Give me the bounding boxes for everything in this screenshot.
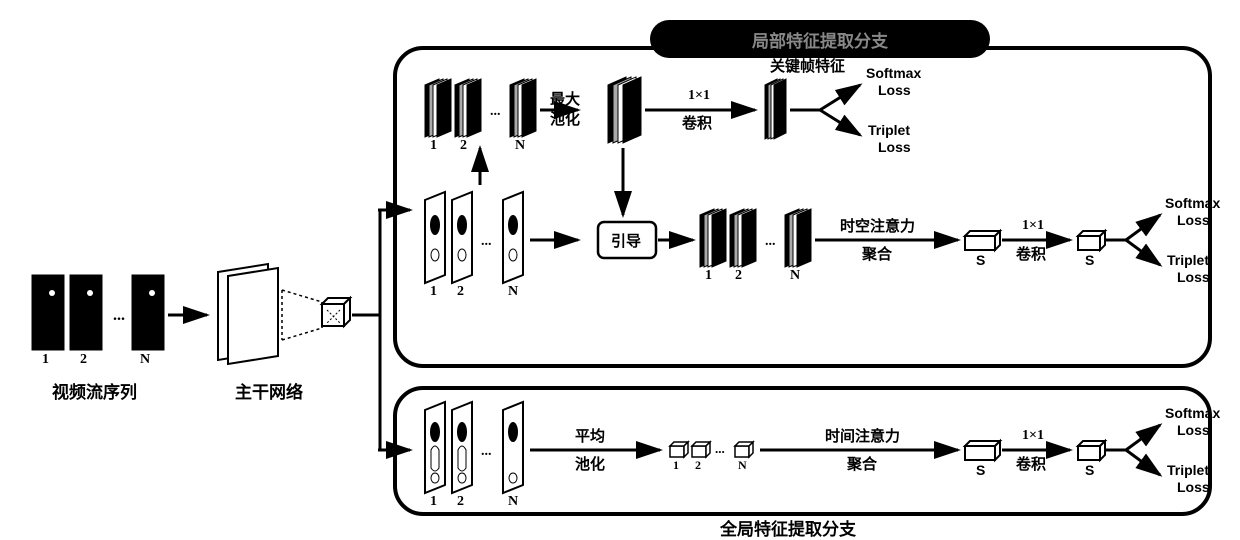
keyframe-feat-label: 关键帧特征 — [770, 55, 845, 76]
ysplit-3 — [1106, 425, 1160, 475]
frame-2-label: 2 — [80, 352, 87, 368]
t-attn-l2: 聚合 — [847, 453, 877, 474]
video-seq-label: 视频流序列 — [52, 378, 137, 403]
btN: N — [508, 284, 518, 300]
svg-text:...: ... — [481, 234, 492, 249]
s-label-2: S — [1085, 252, 1094, 268]
bb1: 1 — [430, 494, 437, 510]
ts2: 2 — [460, 138, 467, 154]
frame-1-label: 1 — [42, 352, 49, 368]
guide-label: 引导 — [611, 230, 641, 251]
gvN: N — [738, 458, 747, 473]
avgpool-l1: 平均 — [575, 425, 605, 446]
softmax3-l2: Loss — [1177, 422, 1210, 438]
conv-1x1-b: 1×1 — [1022, 218, 1044, 234]
ysplit-2 — [1106, 215, 1160, 265]
s-label-4: S — [1085, 462, 1094, 478]
maxpool-stack — [608, 77, 641, 143]
s-cube-b1 — [965, 441, 1000, 460]
softmax3-l1: Softmax — [1165, 405, 1220, 421]
tsN: N — [515, 138, 525, 154]
svg-text:...: ... — [481, 444, 492, 459]
s-cube-b2 — [1078, 441, 1105, 460]
s-cube-2 — [1078, 231, 1105, 250]
top-row-featstacks: ... — [425, 79, 536, 137]
banner-title: 局部特征提取分支 — [650, 27, 990, 52]
softmax2-l1: Softmax — [1165, 195, 1220, 211]
svg-text:...: ... — [715, 441, 725, 456]
ts1: 1 — [430, 138, 437, 154]
conv-word-b: 卷积 — [1016, 243, 1046, 264]
s-label-1: S — [976, 252, 985, 268]
gsN: N — [790, 268, 800, 284]
triplet2-l1: Triplet — [1167, 252, 1209, 268]
avgpool-l2: 池化 — [575, 453, 605, 474]
st-attn-l2: 聚合 — [862, 243, 892, 264]
backbone-label: 主干网络 — [235, 378, 303, 403]
t-attn-l1: 时间注意力 — [825, 425, 900, 446]
global-branch-title: 全局特征提取分支 — [720, 515, 856, 540]
backbone-block — [218, 264, 350, 364]
gs1: 1 — [705, 268, 712, 284]
svg-text:...: ... — [490, 104, 501, 119]
conv-1x1-a: 1×1 — [688, 88, 710, 104]
triplet3-l1: Triplet — [1167, 462, 1209, 478]
video-frames: ... — [32, 275, 164, 350]
s-label-3: S — [976, 462, 985, 478]
bbN: N — [508, 494, 518, 510]
svg-text:...: ... — [765, 234, 776, 249]
softmax1-l1: Softmax — [866, 65, 921, 81]
triplet1-l2: Loss — [878, 139, 911, 155]
maxpool-l1: 最大 — [550, 88, 580, 109]
ysplit-1 — [790, 85, 860, 135]
st-attn-l1: 时空注意力 — [840, 215, 915, 236]
s-cube-1 — [965, 231, 1000, 250]
svg-text:...: ... — [113, 307, 125, 324]
maxpool-l2: 池化 — [550, 108, 580, 129]
bodymaps-bottom: ... — [425, 402, 523, 493]
bodymaps-top: ... — [425, 192, 523, 283]
gs2: 2 — [735, 268, 742, 284]
conv-1x1-c: 1×1 — [1022, 428, 1044, 444]
conv-word-a: 卷积 — [682, 112, 712, 133]
bt1: 1 — [430, 284, 437, 300]
global-vecs: ... — [670, 441, 753, 457]
gv1: 1 — [673, 458, 679, 473]
triplet2-l2: Loss — [1177, 269, 1210, 285]
gv2: 2 — [695, 458, 701, 473]
conv-word-c: 卷积 — [1016, 453, 1046, 474]
keyframe-stack — [765, 79, 786, 139]
triplet3-l2: Loss — [1177, 479, 1210, 495]
softmax1-l2: Loss — [878, 82, 911, 98]
softmax2-l2: Loss — [1177, 212, 1210, 228]
triplet1-l1: Triplet — [868, 122, 910, 138]
bt2: 2 — [457, 284, 464, 300]
guided-stacks: ... — [700, 209, 811, 267]
bb2: 2 — [457, 494, 464, 510]
frame-n-label: N — [140, 352, 150, 368]
